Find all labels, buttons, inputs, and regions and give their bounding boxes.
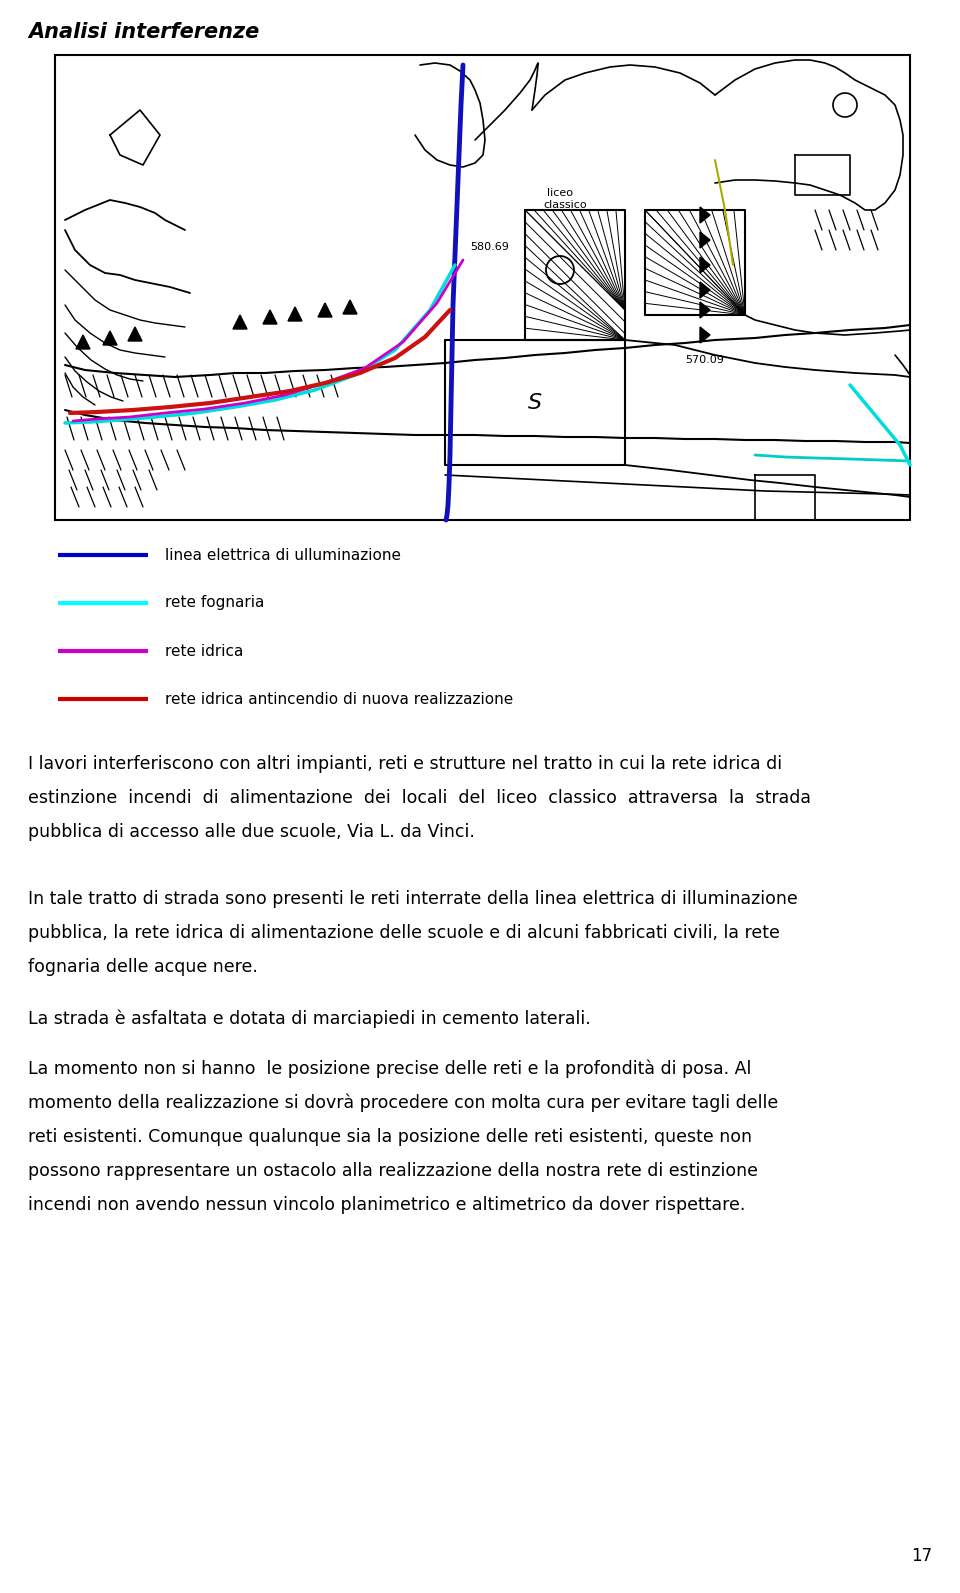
Text: 580.69: 580.69 — [470, 242, 509, 252]
Polygon shape — [288, 307, 302, 322]
Text: 570.09: 570.09 — [685, 355, 724, 365]
Text: fognaria delle acque nere.: fognaria delle acque nere. — [28, 957, 258, 977]
Polygon shape — [76, 335, 90, 349]
Polygon shape — [103, 331, 117, 346]
Text: pubblica, la rete idrica di alimentazione delle scuole e di alcuni fabbricati ci: pubblica, la rete idrica di alimentazion… — [28, 924, 780, 941]
Text: possono rappresentare un ostacolo alla realizzazione della nostra rete di estinz: possono rappresentare un ostacolo alla r… — [28, 1161, 758, 1180]
Text: pubblica di accesso alle due scuole, Via L. da Vinci.: pubblica di accesso alle due scuole, Via… — [28, 824, 475, 841]
Text: rete idrica: rete idrica — [165, 644, 244, 658]
Text: La momento non si hanno  le posizione precise delle reti e la profondità di posa: La momento non si hanno le posizione pre… — [28, 1059, 752, 1078]
Text: reti esistenti. Comunque qualunque sia la posizione delle reti esistenti, queste: reti esistenti. Comunque qualunque sia l… — [28, 1128, 752, 1145]
Polygon shape — [343, 299, 357, 314]
Text: incendi non avendo nessun vincolo planimetrico e altimetrico da dover rispettare: incendi non avendo nessun vincolo planim… — [28, 1196, 745, 1214]
Text: Analisi interferenze: Analisi interferenze — [28, 22, 259, 41]
Polygon shape — [700, 282, 710, 298]
Text: momento della realizzazione si dovrà procedere con molta cura per evitare tagli : momento della realizzazione si dovrà pro… — [28, 1094, 779, 1112]
Polygon shape — [700, 207, 710, 223]
Text: rete fognaria: rete fognaria — [165, 596, 264, 610]
Text: 17: 17 — [911, 1547, 932, 1564]
Text: estinzione  incendi  di  alimentazione  dei  locali  del  liceo  classico  attra: estinzione incendi di alimentazione dei … — [28, 789, 811, 808]
Polygon shape — [318, 303, 332, 317]
Polygon shape — [128, 327, 142, 341]
Polygon shape — [700, 327, 710, 342]
Polygon shape — [263, 311, 277, 323]
Bar — [55, 56, 910, 519]
Text: In tale tratto di strada sono presenti le reti interrate della linea elettrica d: In tale tratto di strada sono presenti l… — [28, 890, 798, 908]
Text: I lavori interferiscono con altri impianti, reti e strutture nel tratto in cui l: I lavori interferiscono con altri impian… — [28, 755, 782, 773]
Polygon shape — [700, 233, 710, 249]
Text: classico: classico — [543, 201, 587, 210]
Text: liceo: liceo — [547, 188, 573, 198]
Polygon shape — [233, 315, 247, 330]
Text: linea elettrica di ulluminazione: linea elettrica di ulluminazione — [165, 548, 401, 562]
Polygon shape — [700, 303, 710, 319]
Text: S: S — [528, 393, 542, 413]
Text: rete idrica antincendio di nuova realizzazione: rete idrica antincendio di nuova realizz… — [165, 691, 514, 707]
Polygon shape — [700, 256, 710, 272]
Text: La strada è asfaltata e dotata di marciapiedi in cemento laterali.: La strada è asfaltata e dotata di marcia… — [28, 1010, 590, 1029]
